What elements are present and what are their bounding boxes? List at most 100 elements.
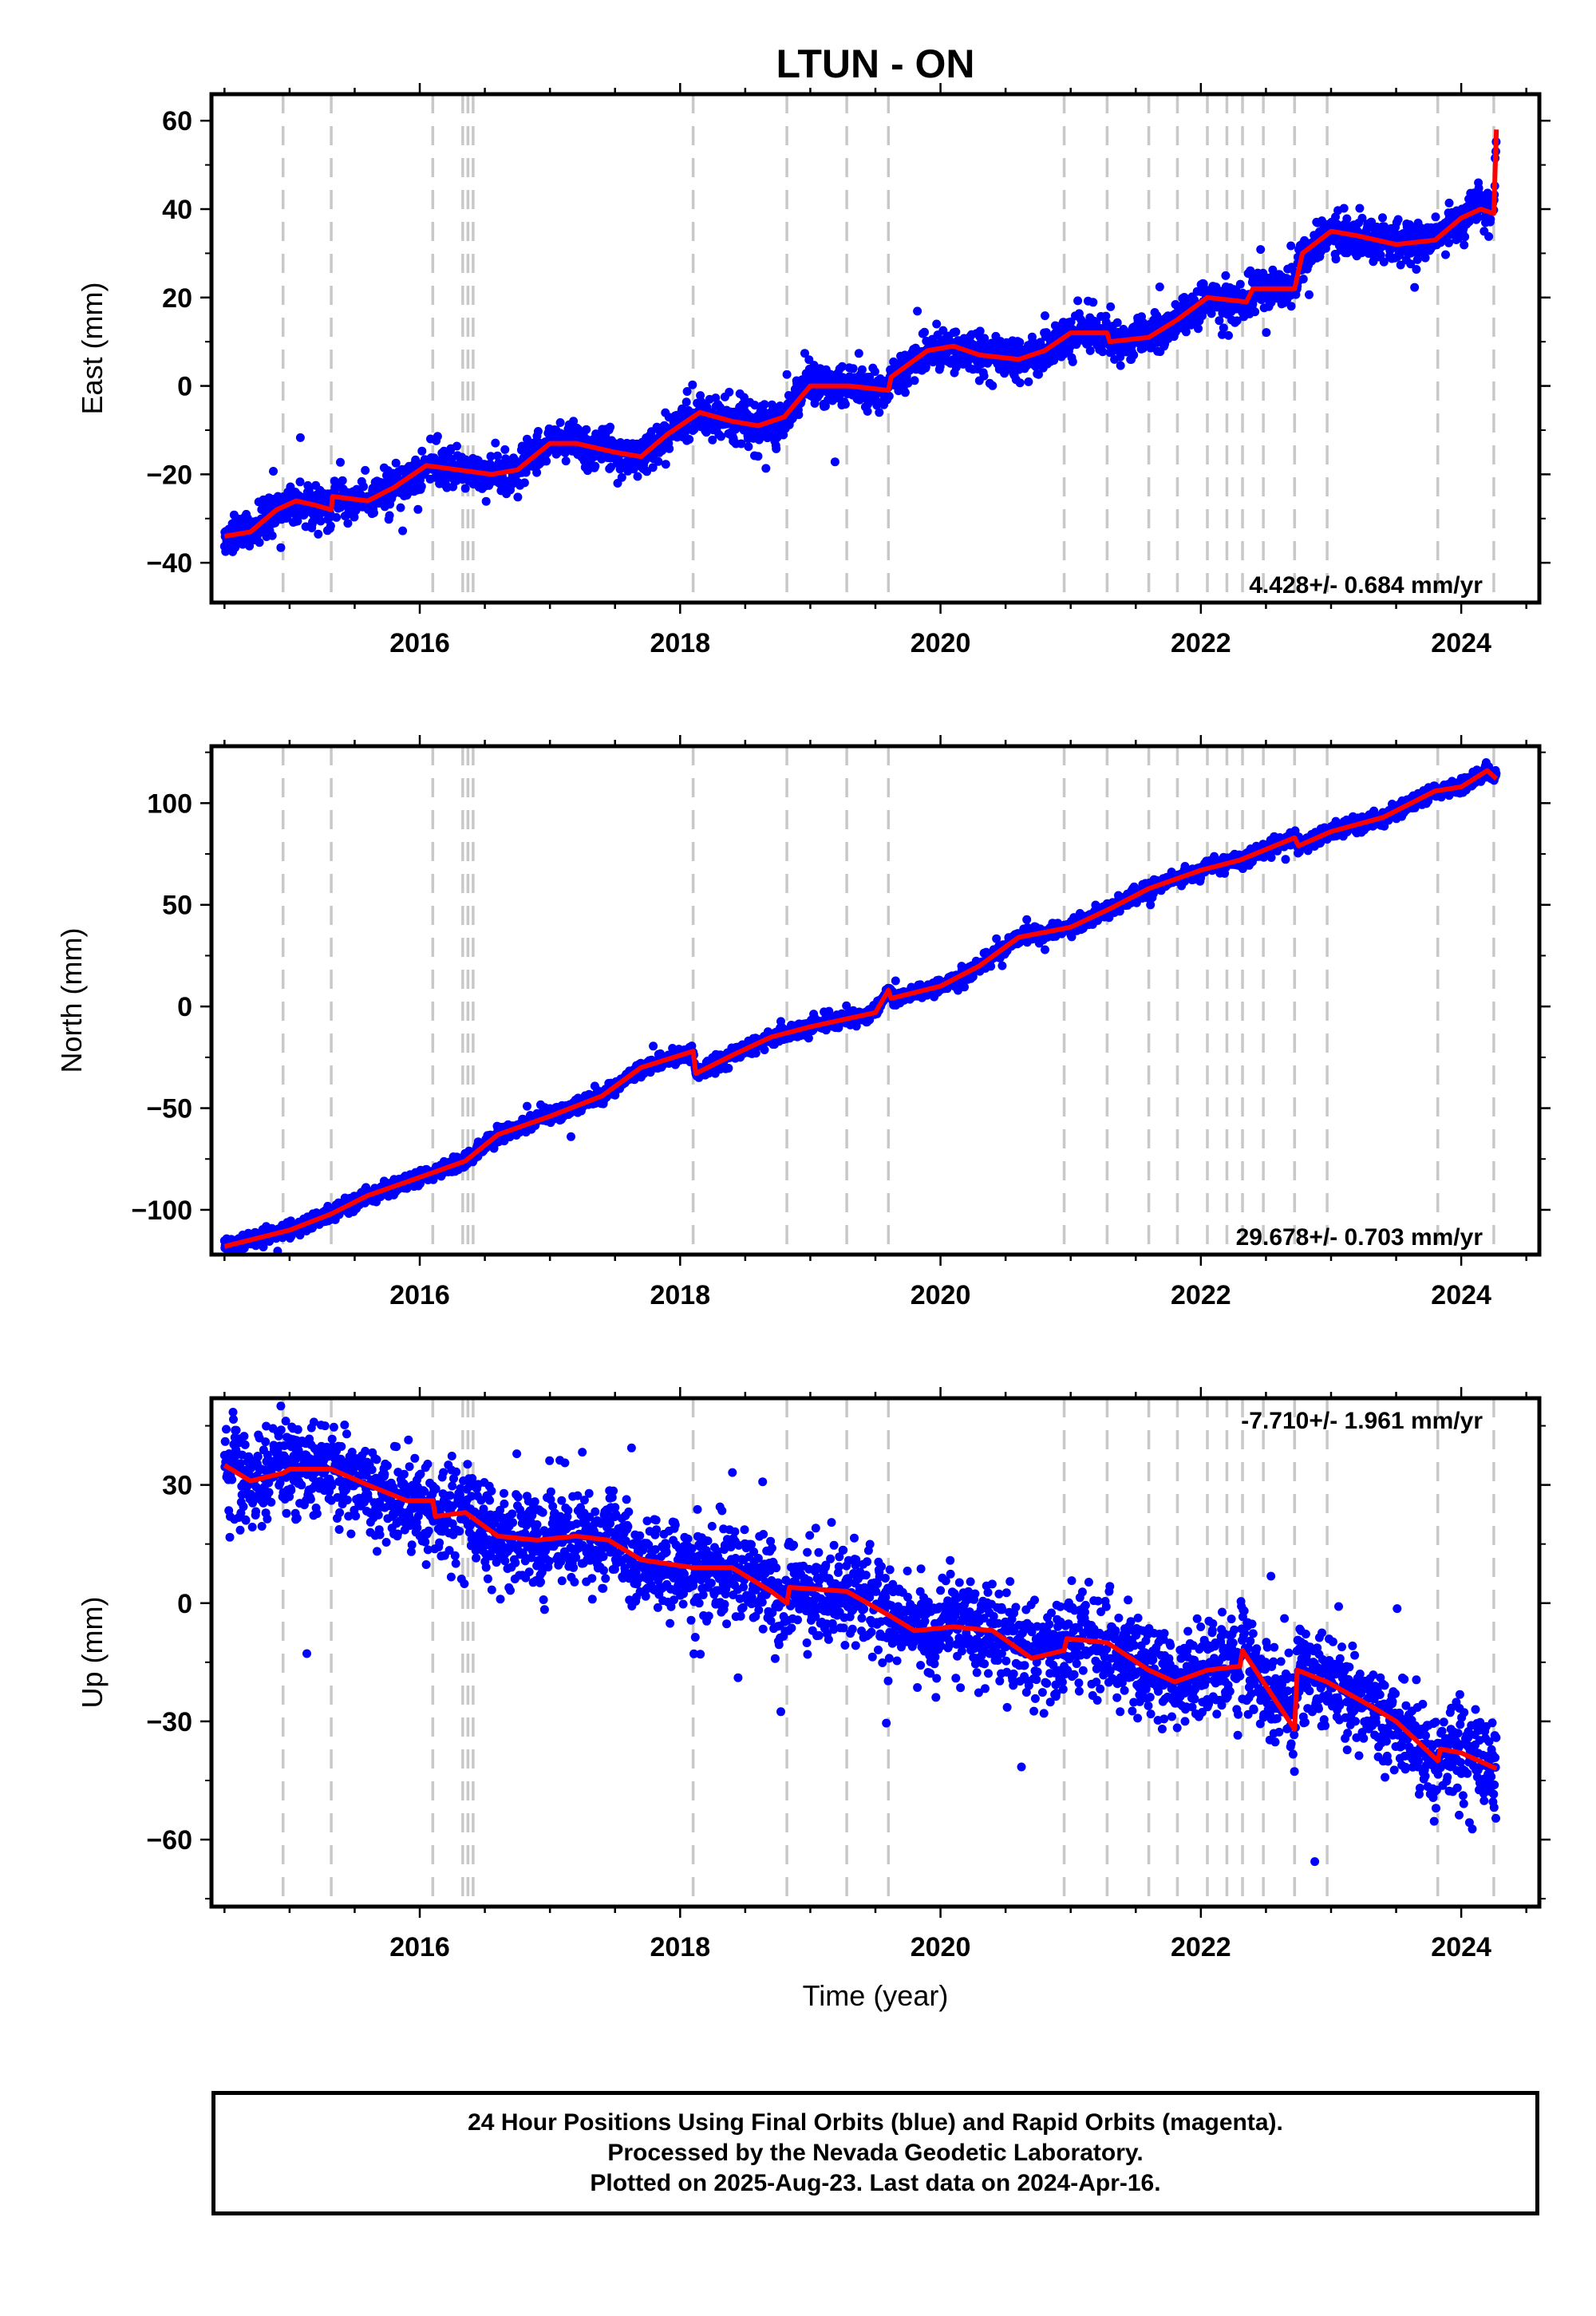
data-point-2179 [1106, 302, 1116, 311]
data-point-1057 [654, 456, 663, 466]
data-point-2162 [1098, 347, 1108, 357]
data-point-2169 [1101, 311, 1111, 321]
data-point-1571 [857, 365, 867, 374]
data-point-550 [452, 441, 461, 451]
data-point-2202 [1116, 361, 1125, 370]
data-point-86 [255, 538, 264, 547]
data-point-2568 [1262, 328, 1271, 338]
data-point-334 [359, 482, 368, 492]
data-point-359 [369, 508, 378, 518]
data-point-1141 [688, 380, 697, 389]
east-data-points [219, 137, 1501, 556]
data-point-2452 [1218, 330, 1227, 339]
data-point-94 [259, 1243, 268, 1251]
data-point-1323 [760, 400, 769, 409]
data-point-1874 [979, 371, 989, 381]
x-tick-label-2018: 2018 [650, 628, 710, 658]
data-point-2445 [1215, 316, 1224, 326]
data-point-3115 [1484, 231, 1494, 241]
y-tick-label: 60 [162, 106, 192, 136]
data-point-338 [361, 465, 370, 475]
data-point-2958 [1420, 253, 1430, 263]
data-point-1134 [685, 435, 694, 444]
data-point-2409 [1199, 279, 1208, 289]
data-point-1299 [750, 401, 760, 410]
data-point-3009 [1441, 250, 1450, 259]
data-point-651 [492, 451, 502, 460]
data-point-2089 [1068, 357, 1077, 366]
data-point-2462 [1221, 271, 1231, 280]
data-point-878 [582, 425, 591, 434]
data-point-3056 [1460, 240, 1469, 250]
data-point-264 [326, 521, 335, 531]
data-point-936 [606, 462, 615, 472]
data-point-1423 [800, 349, 809, 358]
data-point-1564 [854, 349, 863, 358]
data-point-1462 [804, 1034, 813, 1043]
data-point-1501 [830, 457, 839, 467]
data-point-2396 [1194, 324, 1203, 334]
data-point-139 [276, 543, 286, 552]
data-point-725 [521, 468, 531, 477]
data-point-752 [532, 468, 542, 477]
y-tick-label: −20 [146, 460, 192, 490]
data-point-762 [523, 1101, 531, 1111]
data-point-3018 [1444, 198, 1454, 207]
data-point-1529 [840, 400, 850, 409]
data-point-2539 [1250, 307, 1260, 317]
data-point-2294 [1152, 311, 1162, 320]
data-point-2101 [1073, 296, 1083, 306]
data-point-1521 [837, 362, 847, 371]
data-point-1211 [717, 432, 725, 441]
data-point-1353 [760, 1045, 769, 1054]
data-point-2931 [1410, 283, 1420, 292]
plot-title: LTUN - ON [776, 41, 974, 86]
data-point-1552 [842, 1001, 851, 1010]
east-frame [209, 92, 1542, 605]
data-point-1958 [1015, 338, 1025, 347]
data-point-1078 [649, 1041, 658, 1051]
data-point-1086 [665, 444, 674, 453]
data-point-474 [417, 446, 427, 456]
data-point-1190 [708, 435, 717, 445]
data-point-775 [542, 456, 551, 466]
data-point-1612 [875, 408, 884, 417]
data-point-1264 [737, 439, 746, 449]
data-point-1723 [920, 327, 929, 337]
data-point-2554 [1256, 245, 1266, 255]
data-point-277 [332, 512, 342, 522]
x-tick-label-2022: 2022 [1171, 628, 1231, 658]
data-point-2900 [1396, 260, 1405, 270]
data-point-1127 [681, 397, 691, 407]
data-point-2017 [1041, 311, 1049, 321]
data-point-2849 [1376, 251, 1385, 260]
data-point-647 [491, 438, 500, 448]
north-data-points [219, 758, 1501, 1255]
data-point-1005 [633, 472, 642, 481]
data-point-1892 [988, 381, 998, 390]
data-point-2470 [1224, 330, 1233, 340]
data-point-2985 [1431, 212, 1440, 222]
data-point-1634 [884, 391, 894, 401]
data-point-473 [417, 482, 426, 491]
data-point-2201 [1116, 352, 1125, 362]
data-point-1412 [794, 410, 804, 420]
data-point-427 [398, 526, 408, 536]
data-point-2493 [1232, 316, 1242, 326]
y-tick-label: 0 [177, 372, 192, 402]
data-point-411 [391, 458, 401, 468]
data-point-1233 [725, 387, 734, 397]
east-rate-label: 4.428+/- 0.684 mm/yr [1249, 572, 1483, 599]
y-tick-label: −40 [146, 548, 192, 579]
data-point-2236 [1129, 350, 1139, 360]
data-point-874 [567, 1132, 575, 1141]
data-point-2674 [1305, 290, 1314, 299]
data-point-187 [295, 433, 305, 442]
data-point-3119 [1486, 215, 1495, 224]
data-point-290 [338, 500, 347, 510]
data-point-186 [295, 477, 305, 487]
data-point-934 [606, 422, 615, 432]
data-point-1705 [913, 306, 922, 316]
data-point-1672 [891, 976, 900, 986]
